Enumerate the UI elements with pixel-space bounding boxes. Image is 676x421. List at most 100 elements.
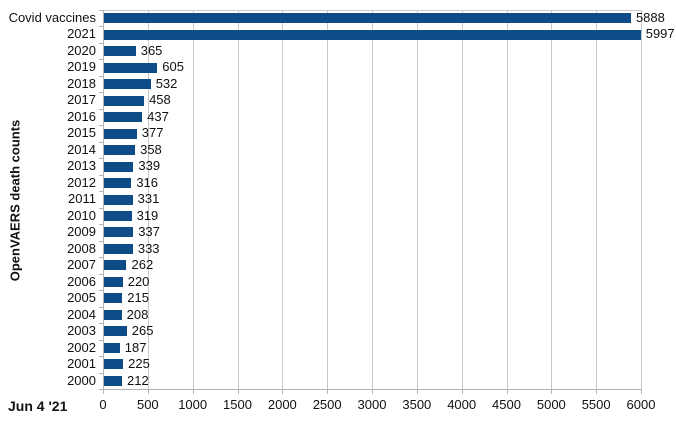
- bar: [104, 79, 151, 90]
- value-label: 358: [140, 141, 162, 157]
- x-tick-label: 4000: [447, 397, 477, 412]
- y-tickmark: [99, 389, 103, 390]
- value-label: 331: [137, 191, 160, 207]
- value-label: 377: [141, 125, 164, 141]
- value-label: 225: [128, 356, 150, 372]
- y-tickmark: [99, 307, 103, 308]
- value-label: 5888: [635, 10, 665, 25]
- value-label: 212: [127, 372, 149, 388]
- y-tickmark: [99, 10, 103, 11]
- category-label: 2006: [67, 273, 96, 289]
- x-axis-line: [99, 389, 642, 390]
- category-label: 2001: [67, 356, 96, 372]
- plot-border-top: [103, 10, 641, 11]
- bar: [104, 342, 120, 353]
- gridline: [237, 10, 239, 389]
- x-tickmark: [237, 389, 239, 394]
- category-label: 2021: [67, 26, 96, 42]
- x-tickmark: [282, 389, 284, 394]
- value-label: 437: [147, 108, 169, 124]
- gridline: [147, 10, 149, 389]
- gridline: [416, 10, 418, 389]
- bar: [104, 112, 143, 123]
- category-label: 2007: [67, 257, 96, 273]
- bar: [104, 375, 122, 386]
- value-label: 262: [131, 257, 154, 273]
- bar: [104, 161, 134, 172]
- y-tickmark: [99, 175, 103, 176]
- y-tickmark: [99, 373, 103, 374]
- y-tickmark: [99, 323, 103, 324]
- x-tickmark: [641, 389, 642, 394]
- value-label: 265: [131, 323, 154, 339]
- x-tick-label: 2000: [267, 397, 297, 412]
- x-tickmark: [416, 389, 418, 394]
- x-tickmark: [327, 389, 329, 394]
- date-annotation: Jun 4 '21: [8, 398, 68, 414]
- gridline: [327, 10, 329, 389]
- bar: [104, 309, 122, 320]
- bar: [104, 29, 641, 40]
- y-tickmark: [99, 208, 103, 209]
- bar: [104, 62, 158, 73]
- category-label: 2010: [67, 207, 96, 223]
- y-tickmark: [99, 290, 103, 291]
- category-label: 2017: [67, 92, 96, 108]
- value-label: 215: [127, 290, 149, 306]
- bar: [104, 243, 133, 254]
- x-tick-label: 5500: [581, 397, 611, 412]
- y-tickmark: [99, 109, 103, 110]
- y-tickmark: [99, 191, 103, 192]
- bar: [104, 194, 133, 205]
- value-label: 605: [162, 59, 184, 75]
- x-tickmark: [551, 389, 553, 394]
- x-tickmark: [461, 389, 463, 394]
- category-label: 2018: [67, 75, 96, 91]
- x-tickmark: [506, 389, 508, 394]
- value-label: 187: [124, 339, 147, 355]
- category-label: 2003: [67, 323, 96, 339]
- y-tickmark: [99, 125, 103, 126]
- category-label: 2014: [67, 141, 96, 157]
- x-tickmark: [596, 389, 598, 394]
- bar: [104, 178, 132, 189]
- category-label: 2020: [67, 42, 96, 58]
- bar: [104, 13, 631, 24]
- gridline: [282, 10, 284, 389]
- x-tick-label: 2500: [312, 397, 342, 412]
- bar: [104, 128, 137, 139]
- value-label: 337: [138, 224, 160, 240]
- category-label: 2011: [68, 191, 96, 207]
- category-label: 2004: [67, 306, 96, 322]
- value-label: 208: [126, 306, 149, 322]
- y-tickmark: [99, 59, 103, 60]
- gridline: [596, 10, 598, 389]
- category-label: 2000: [67, 372, 96, 388]
- value-label: 339: [138, 158, 161, 174]
- gridline: [641, 10, 642, 389]
- y-tickmark: [99, 43, 103, 44]
- value-label: 5997: [645, 26, 675, 42]
- gridline: [461, 10, 463, 389]
- gridline: [192, 10, 194, 389]
- category-label: 2016: [67, 108, 96, 124]
- y-tickmark: [99, 224, 103, 225]
- x-tick-label: 4500: [492, 397, 521, 412]
- y-tickmark: [99, 158, 103, 159]
- bar: [104, 95, 145, 106]
- x-tick-label: 3500: [402, 397, 432, 412]
- x-tick-label: 1000: [178, 397, 208, 412]
- x-tick-label: 500: [136, 397, 159, 412]
- gridline: [551, 10, 553, 389]
- category-label: 2013: [67, 158, 96, 174]
- y-tickmark: [99, 340, 103, 341]
- category-label: 2019: [67, 59, 96, 75]
- x-tick-label: 5000: [536, 397, 566, 412]
- category-label: 2008: [67, 240, 96, 256]
- value-label: 333: [137, 240, 160, 256]
- gridline: [372, 10, 373, 389]
- y-tickmark: [99, 257, 103, 258]
- bar: [104, 326, 127, 337]
- x-tickmark: [147, 389, 149, 394]
